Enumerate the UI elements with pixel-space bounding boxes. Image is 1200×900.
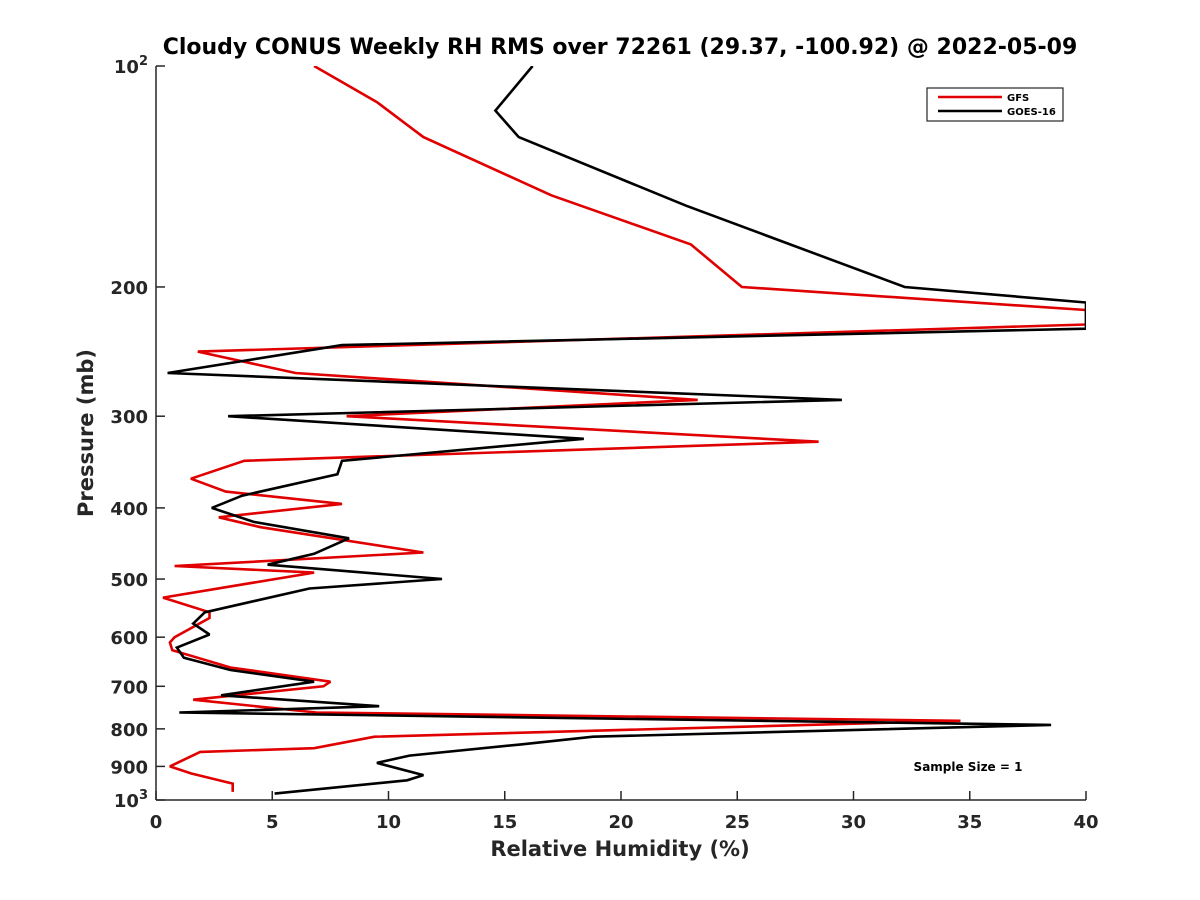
x-tick-label: 25 <box>725 812 750 833</box>
series-layer <box>162 66 1086 795</box>
y-tick-label: 600 <box>110 628 148 649</box>
legend-label-gfs: GFS <box>1007 93 1029 104</box>
y-axis-ticks: 102 200 300 400 500 600 700 800 900 103 <box>110 54 165 812</box>
x-axis-ticks: 0 5 10 15 20 25 30 35 40 <box>150 791 1099 833</box>
legend: GFS GOES-16 <box>926 87 1064 122</box>
x-tick-label: 0 <box>150 812 163 833</box>
chart-title: Cloudy CONUS Weekly RH RMS over 72261 (2… <box>163 35 1078 60</box>
y-tick-label: 900 <box>110 757 148 778</box>
x-tick-label: 10 <box>376 812 401 833</box>
y-tick-label: 102 <box>114 54 148 78</box>
y-tick-label: 700 <box>110 677 148 698</box>
series-line-goes16 <box>167 66 1086 795</box>
legend-box <box>926 87 1064 122</box>
x-tick-label: 5 <box>266 812 279 833</box>
sample-size-annotation: Sample Size = 1 <box>914 760 1023 774</box>
legend-label-goes16: GOES-16 <box>1007 107 1056 118</box>
y-tick-label: 300 <box>110 407 148 428</box>
series-line-gfs <box>162 66 1086 792</box>
y-tick-label: 103 <box>114 788 148 812</box>
x-tick-label: 15 <box>492 812 517 833</box>
y-axis-label: Pressure (mb) <box>74 349 98 517</box>
y-tick-label: 800 <box>110 720 148 741</box>
x-tick-label: 40 <box>1073 812 1098 833</box>
y-tick-label: 200 <box>110 278 148 299</box>
y-tick-label: 500 <box>110 570 148 591</box>
x-tick-label: 35 <box>957 812 982 833</box>
x-tick-label: 20 <box>608 812 633 833</box>
y-tick-label: 400 <box>110 499 148 520</box>
x-axis-label: Relative Humidity (%) <box>490 837 749 861</box>
x-tick-label: 30 <box>841 812 866 833</box>
